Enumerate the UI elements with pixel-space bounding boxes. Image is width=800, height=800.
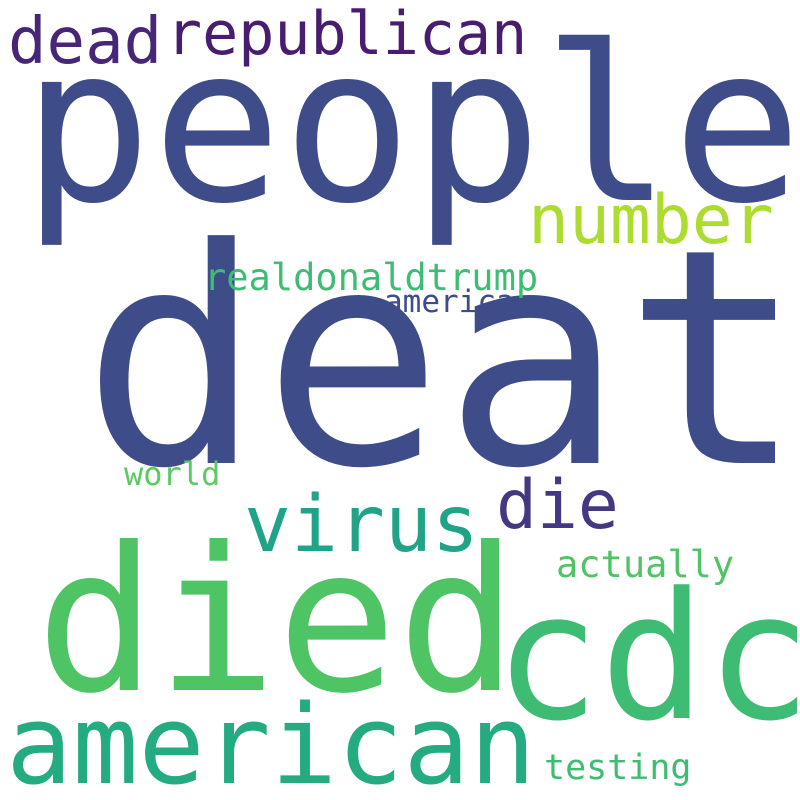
- word-dead: dead: [8, 5, 163, 79]
- word-die: die: [496, 466, 619, 545]
- word-people: people: [22, 0, 800, 251]
- word-number: number: [528, 181, 774, 260]
- word-republican: republican: [166, 0, 528, 69]
- word-world: world: [124, 455, 221, 493]
- word-actually: actually: [556, 543, 735, 586]
- word-realdonaldtrump: realdonaldtrump: [204, 256, 539, 299]
- word-testing: testing: [544, 748, 692, 788]
- word-american: american: [6, 681, 536, 800]
- word-died: died: [36, 505, 518, 738]
- word-america: america: [384, 284, 515, 320]
- word-cdc: cdc: [494, 555, 800, 760]
- word-death: death: [82, 185, 800, 534]
- word-virus: virus: [244, 480, 479, 570]
